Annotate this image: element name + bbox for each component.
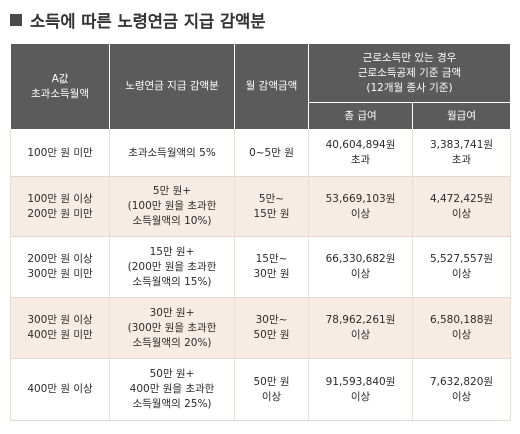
- monthly-salary-cell: 4,472,425원 이상: [412, 176, 511, 237]
- table-row: 200만 원 이상 300만 원 미만 15만 원+ (200만 원을 초과한 …: [10, 236, 511, 298]
- table-row: 300만 원 이상 400만 원 미만 30만 원+ (300만 원을 초과한 …: [10, 297, 511, 359]
- income-cell: 300만 원 이상 400만 원 미만: [10, 297, 110, 359]
- header-monthly-reduction: 월 감액금액: [234, 43, 309, 130]
- total-salary-cell: 91,593,840원 이상: [308, 358, 413, 421]
- header-earned-income-group: 근로소득만 있는 경우 근로소득공제 기준 금액 (12개월 종사 기준): [308, 43, 511, 103]
- amount-cell: 15만~ 30만 원: [234, 236, 309, 298]
- reduction-cell: 15만 원+ (200만 원을 초과한 소득월액의 15%): [109, 236, 235, 298]
- page-title: 소득에 따른 노령연금 지급 감액분: [10, 8, 266, 32]
- monthly-salary-cell: 5,527,557원 이상: [412, 236, 511, 298]
- reduction-cell: 5만 원+ (100만 원을 초과한 소득월액의 10%): [109, 176, 235, 237]
- amount-cell: 0~5만 원: [234, 129, 309, 177]
- income-cell: 400만 원 이상: [10, 358, 110, 421]
- header-monthly-salary: 월급여: [412, 102, 511, 130]
- amount-cell: 30만~ 50만 원: [234, 297, 309, 359]
- amount-cell: 5만~ 15만 원: [234, 176, 309, 237]
- header-reduction: 노령연금 지급 감액분: [109, 43, 235, 130]
- monthly-salary-cell: 3,383,741원 초과: [412, 129, 511, 177]
- header-income: A값 초과소득월액: [10, 43, 110, 130]
- income-cell: 100만 원 이상 200만 원 미만: [10, 176, 110, 237]
- amount-cell: 50만 원 이상: [234, 358, 309, 421]
- total-salary-cell: 78,962,261원 이상: [308, 297, 413, 359]
- table-row: 400만 원 이상 50만 원+ 400만 원을 초과한 소득월액의 25%) …: [10, 358, 511, 421]
- reduction-cell: 30만 원+ (300만 원을 초과한 소득월액의 20%): [109, 297, 235, 359]
- page-title-text: 소득에 따른 노령연금 지급 감액분: [30, 12, 266, 31]
- header-total-salary: 총 급여: [308, 102, 413, 130]
- table-row: 100만 원 이상 200만 원 미만 5만 원+ (100만 원을 초과한 소…: [10, 176, 511, 237]
- monthly-salary-cell: 7,632,820원 이상: [412, 358, 511, 421]
- monthly-salary-cell: 6,580,188원 이상: [412, 297, 511, 359]
- income-cell: 100만 원 미만: [10, 129, 110, 177]
- income-cell: 200만 원 이상 300만 원 미만: [10, 236, 110, 298]
- table-row: 100만 원 미만 초과소득월액의 5% 0~5만 원 40,604,894원 …: [10, 129, 511, 177]
- total-salary-cell: 40,604,894원 초과: [308, 129, 413, 177]
- pension-reduction-table: A값 초과소득월액 노령연금 지급 감액분 월 감액금액 근로소득만 있는 경우…: [10, 43, 511, 421]
- total-salary-cell: 66,330,682원 이상: [308, 236, 413, 298]
- total-salary-cell: 53,669,103원 이상: [308, 176, 413, 237]
- reduction-cell: 50만 원+ 400만 원을 초과한 소득월액의 25%): [109, 358, 235, 421]
- square-bullet-icon: [10, 14, 22, 26]
- reduction-cell: 초과소득월액의 5%: [109, 129, 235, 177]
